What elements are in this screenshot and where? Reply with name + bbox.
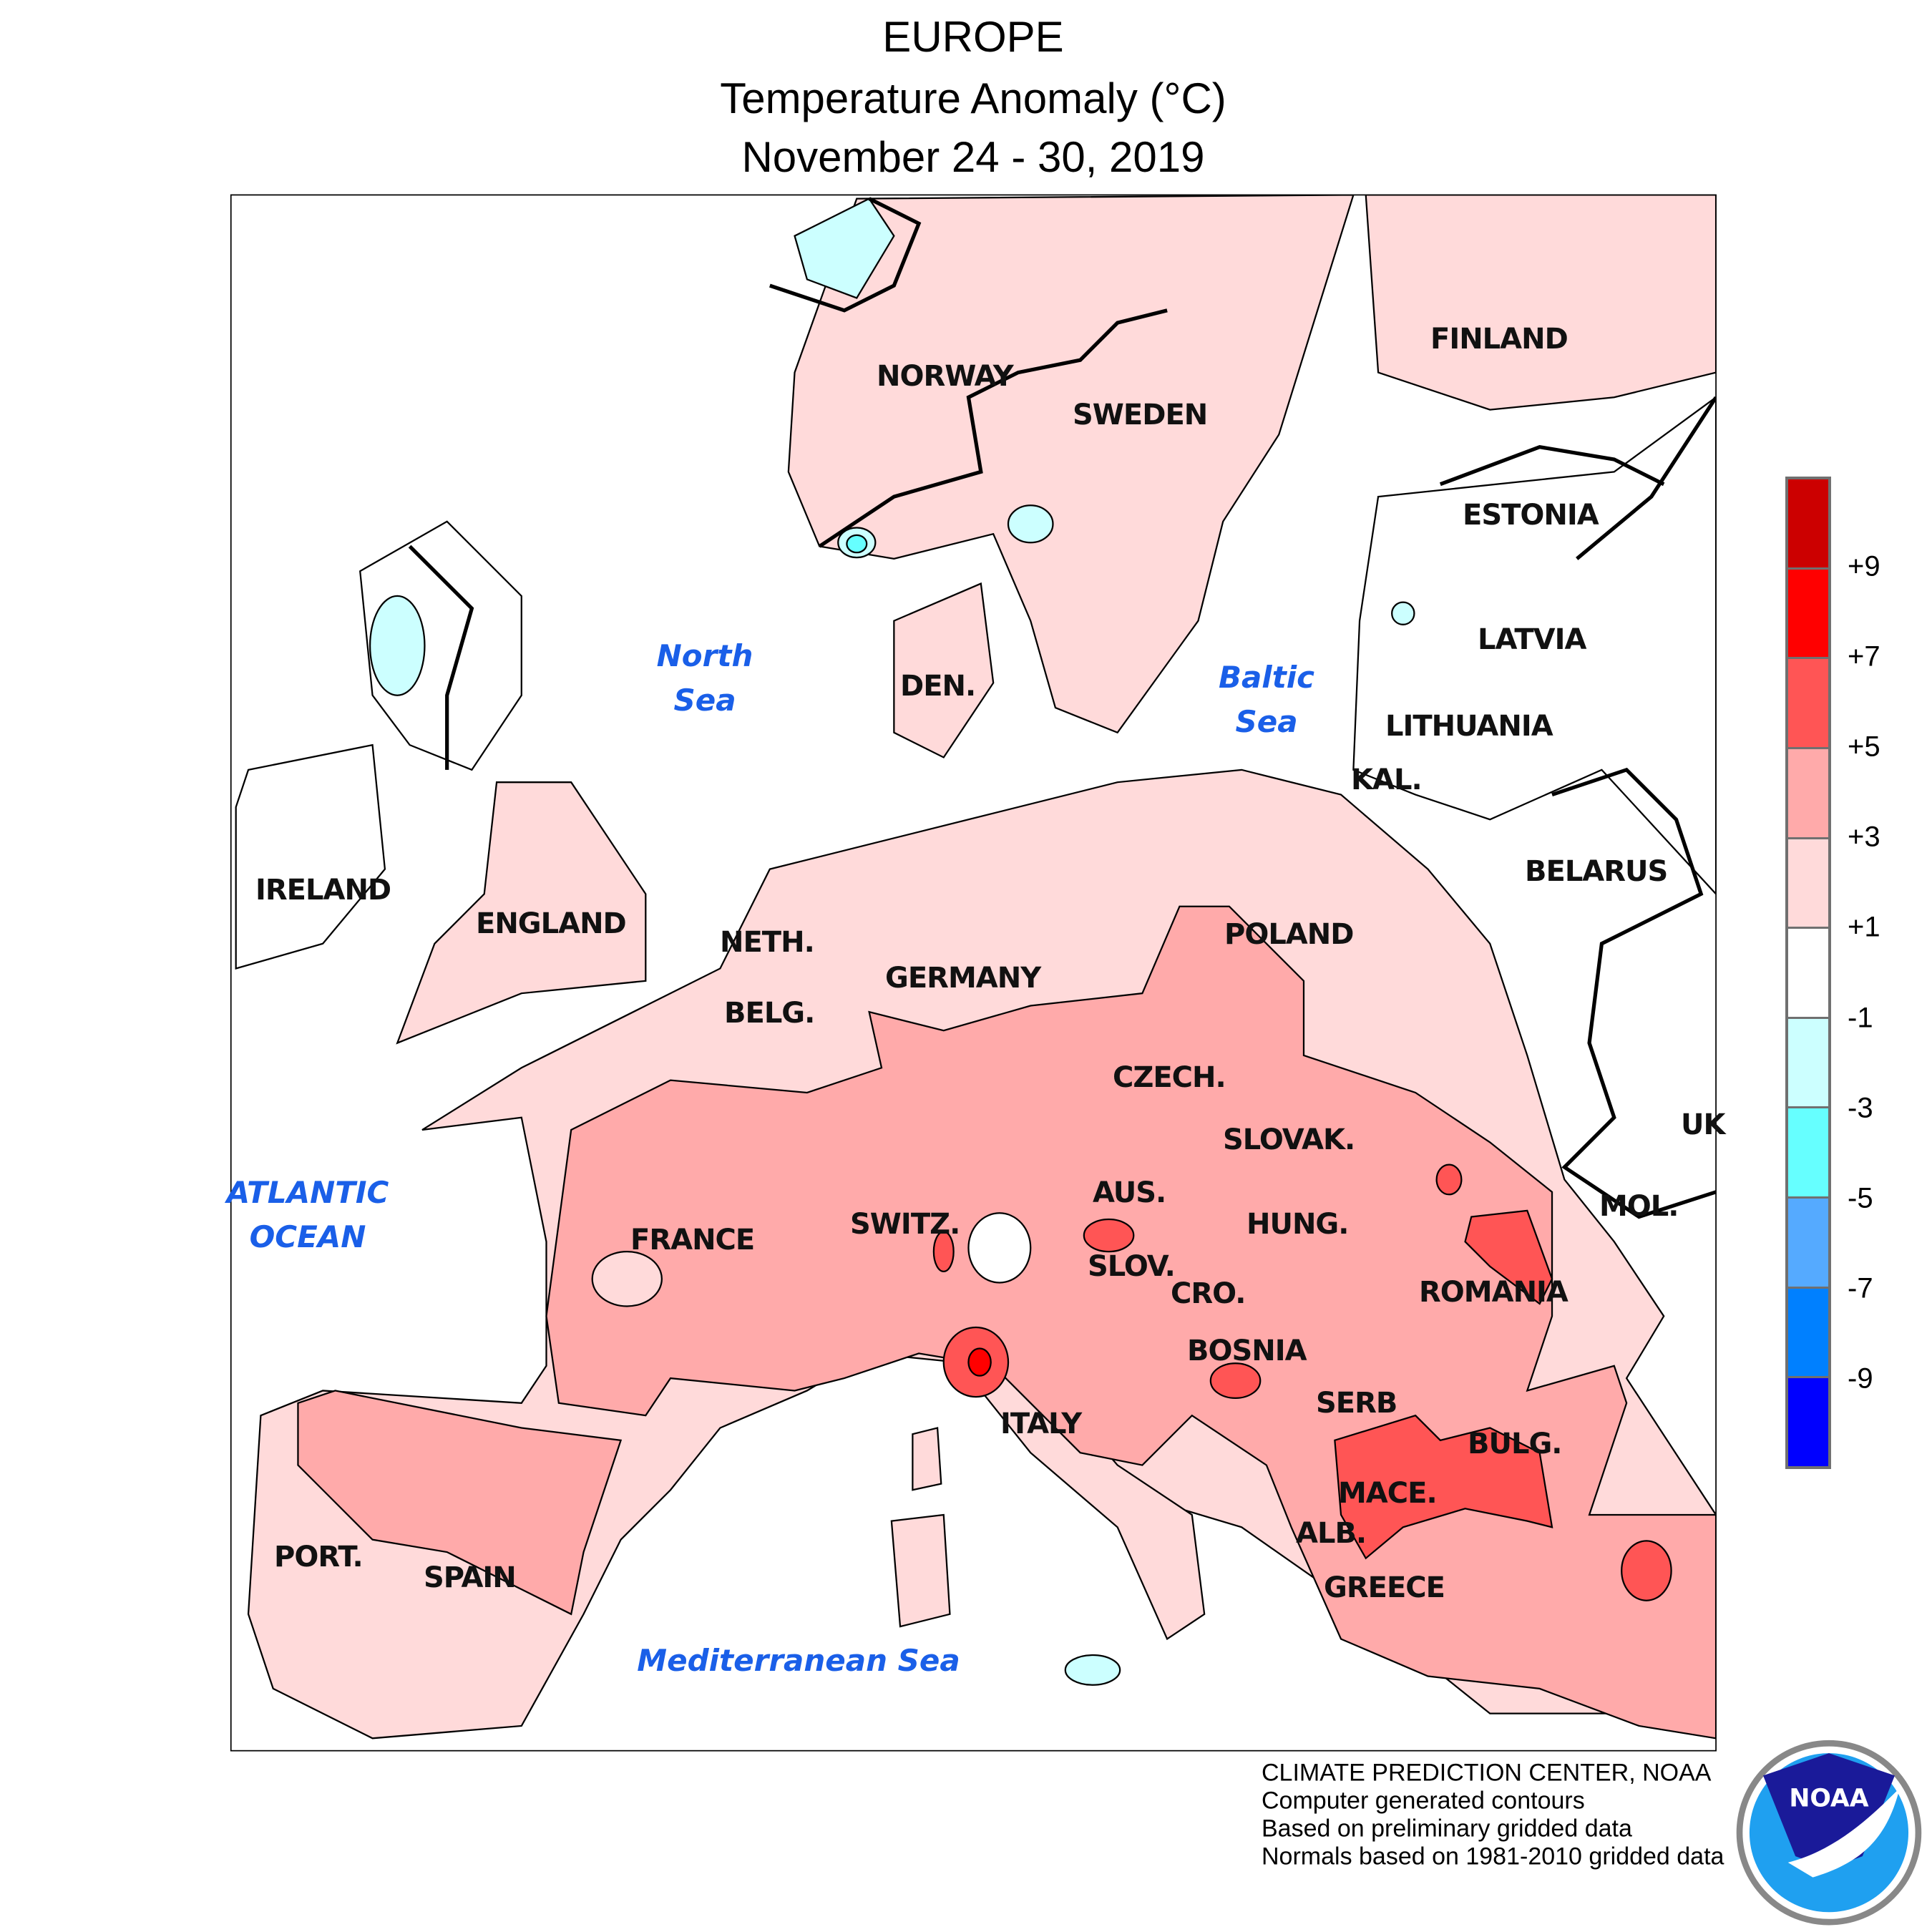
country-label: SLOVAK.	[1223, 1123, 1355, 1156]
country-label: SWEDEN	[1073, 399, 1208, 431]
noaa-logo: NOAA	[1736, 1740, 1922, 1926]
legend-tick-label: -3	[1848, 1092, 1873, 1124]
country-label: NORWAY	[877, 360, 1014, 393]
country-label: GREECE	[1324, 1571, 1445, 1604]
legend-tick-label: +1	[1848, 911, 1880, 943]
legend-color-box	[1788, 1288, 1828, 1379]
country-label: KAL.	[1351, 763, 1423, 796]
sea-label-line: ATLANTIC	[226, 1175, 389, 1210]
sea-label-line: Sea	[673, 683, 736, 718]
legend-tick-label: +7	[1848, 640, 1880, 673]
region-england	[396, 781, 647, 1045]
country-label: BOSNIA	[1187, 1335, 1307, 1367]
region-balkans-hot	[1334, 1414, 1553, 1560]
region-sardinia	[890, 1513, 951, 1628]
sea-label: Mediterranean Sea	[637, 1639, 960, 1683]
country-label: SLOV.	[1088, 1250, 1176, 1283]
country-label: UK	[1681, 1108, 1725, 1141]
legend-color-box	[1788, 659, 1828, 749]
noaa-logo-text: NOAA	[1789, 1785, 1868, 1813]
country-label: BULG.	[1468, 1428, 1562, 1460]
legend-color-box	[1788, 929, 1828, 1019]
country-label: ESTONIA	[1463, 499, 1599, 532]
region-ireland	[235, 743, 386, 970]
legend-color-box	[1788, 1018, 1828, 1109]
country-label: CRO.	[1171, 1277, 1246, 1310]
title-variable: Temperature Anomaly (°C)	[720, 74, 1226, 122]
country-label: MACE.	[1338, 1477, 1438, 1510]
country-label: FINLAND	[1430, 323, 1568, 356]
credit-line-1: CLIMATE PREDICTION CENTER, NOAA	[1262, 1759, 1712, 1787]
country-label: SPAIN	[424, 1561, 517, 1594]
sea-label: Baltic Sea	[1219, 655, 1314, 744]
country-label: SWITZ.	[850, 1208, 960, 1241]
country-label: ALB.	[1296, 1517, 1367, 1550]
legend-color-box	[1788, 479, 1828, 570]
legend-color-box	[1788, 839, 1828, 930]
country-label: POLAND	[1224, 918, 1354, 951]
legend-color-box	[1788, 1199, 1828, 1289]
country-label: SERB	[1316, 1387, 1397, 1420]
country-label: AUS.	[1093, 1176, 1166, 1209]
country-label: ROMANIA	[1419, 1276, 1568, 1309]
country-label: GERMANY	[885, 962, 1041, 995]
title-date-range: November 24 - 30, 2019	[741, 133, 1205, 181]
country-label: LITHUANIA	[1385, 710, 1553, 743]
sea-label-line: OCEAN	[249, 1219, 366, 1254]
credit-line-3: Based on preliminary gridded data	[1262, 1815, 1632, 1843]
region-finland	[1365, 195, 1717, 411]
region-scandinavia	[787, 195, 1355, 734]
sea-label-line: Mediterranean Sea	[637, 1643, 960, 1678]
region-norway-cold	[794, 197, 895, 299]
legend-tick-label: +3	[1848, 821, 1880, 853]
country-label: ENGLAND	[476, 907, 627, 940]
legend-tick-label: -5	[1848, 1182, 1873, 1214]
country-label: PORT.	[274, 1541, 364, 1574]
country-label: MOL.	[1599, 1190, 1679, 1223]
credit-line-4: Normals based on 1981-2010 gridded data	[1262, 1843, 1724, 1870]
legend-color-box	[1788, 1108, 1828, 1199]
sea-label: North Sea	[657, 634, 753, 723]
title-region: EUROPE	[882, 13, 1064, 61]
country-label: BELG.	[724, 997, 815, 1030]
legend-color-box	[1788, 748, 1828, 839]
sea-label-line: North	[656, 638, 753, 673]
country-label: NETH.	[720, 926, 815, 959]
credit-line-2: Computer generated contours	[1262, 1787, 1585, 1815]
country-label: FRANCE	[630, 1224, 755, 1257]
region-france-west	[591, 1250, 663, 1307]
color-legend	[1785, 477, 1831, 1469]
legend-color-box	[1788, 1378, 1828, 1467]
region-romania-hot	[1464, 1209, 1553, 1305]
region-denmark	[893, 582, 995, 758]
sea-label-line: Baltic	[1218, 660, 1315, 695]
legend-tick-label: -7	[1848, 1272, 1873, 1304]
country-label: IRELAND	[255, 874, 391, 907]
region-corsica	[912, 1427, 942, 1491]
sea-label: ATLANTIC OCEAN	[227, 1171, 389, 1259]
region-scotland	[359, 520, 522, 771]
country-label: HUNG.	[1246, 1208, 1349, 1241]
legend-color-box	[1788, 569, 1828, 660]
country-label: LATVIA	[1478, 623, 1586, 656]
country-label: CZECH.	[1113, 1061, 1226, 1094]
sea-label-line: Sea	[1235, 704, 1298, 739]
legend-tick-label: +9	[1848, 550, 1880, 582]
country-label: ITALY	[1000, 1407, 1082, 1440]
country-label: BELARUS	[1525, 855, 1668, 888]
region-spain-interior	[297, 1390, 623, 1616]
legend-tick-label: +5	[1848, 731, 1880, 763]
country-label: DEN.	[900, 670, 976, 703]
legend-tick-label: -1	[1848, 1002, 1873, 1034]
legend-tick-label: -9	[1848, 1362, 1873, 1395]
